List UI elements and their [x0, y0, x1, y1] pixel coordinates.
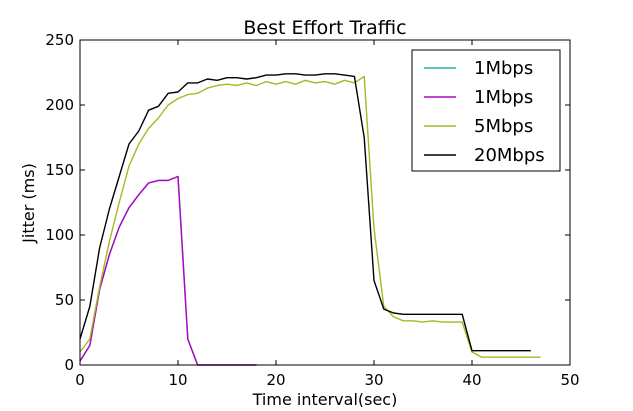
x-tick-label: 50	[560, 371, 579, 389]
y-tick-label: 150	[45, 161, 74, 179]
y-axis-label: Jitter (ms)	[19, 163, 38, 244]
y-tick-label: 250	[45, 31, 74, 49]
axes: 0 10 20 30 40 50 0 50 100 150 200 250	[45, 31, 579, 389]
x-tick-label: 20	[266, 371, 285, 389]
legend-label-4: 20Mbps	[474, 145, 545, 166]
chart-title: Best Effort Traffic	[243, 17, 406, 39]
series-line-3	[79, 75, 541, 358]
y-tick-label: 0	[64, 356, 74, 374]
x-tick-label: 0	[75, 371, 85, 389]
x-tick-label: 30	[364, 371, 383, 389]
y-tick-label: 50	[55, 291, 74, 309]
series-line-4	[79, 73, 531, 352]
series-line-1	[79, 175, 257, 366]
y-tick-label: 100	[45, 226, 74, 244]
legend-label-1: 1Mbps	[474, 58, 533, 79]
legend-box	[411, 49, 561, 172]
plot-frame	[79, 39, 571, 366]
x-tick-label: 40	[462, 371, 481, 389]
y-tick-label: 200	[45, 96, 74, 114]
legend-label-2: 1Mbps	[474, 87, 533, 108]
legend: 1Mbps 1Mbps 5Mbps 20Mbps	[411, 49, 561, 172]
x-axis-label: Time interval(sec)	[252, 390, 398, 407]
legend-label-3: 5Mbps	[474, 116, 533, 137]
x-tick-label: 10	[168, 371, 187, 389]
series-line-2	[79, 175, 257, 366]
